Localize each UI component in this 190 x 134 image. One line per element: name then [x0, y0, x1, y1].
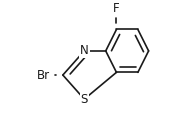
Text: Br: Br [37, 68, 50, 82]
Text: F: F [113, 2, 120, 15]
Text: N: N [80, 44, 89, 57]
Text: S: S [81, 93, 88, 106]
